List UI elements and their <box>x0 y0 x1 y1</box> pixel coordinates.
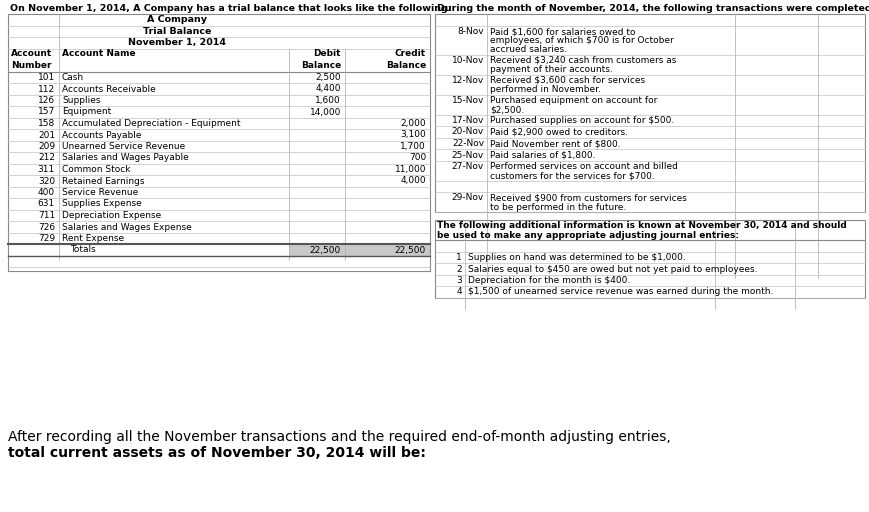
Text: 726: 726 <box>38 223 55 231</box>
Text: 400: 400 <box>38 188 55 197</box>
Text: Equipment: Equipment <box>62 108 111 117</box>
Text: Paid November rent of $800.: Paid November rent of $800. <box>489 139 620 148</box>
Text: 3,100: 3,100 <box>400 131 426 139</box>
Text: 27-Nov: 27-Nov <box>451 162 483 171</box>
Text: Accounts Receivable: Accounts Receivable <box>62 84 156 94</box>
Text: 209: 209 <box>38 142 55 151</box>
Text: Credit: Credit <box>395 50 426 58</box>
Text: 711: 711 <box>37 211 55 220</box>
Text: Supplies: Supplies <box>62 96 101 105</box>
Text: 201: 201 <box>38 131 55 139</box>
Text: Unearned Service Revenue: Unearned Service Revenue <box>62 142 185 151</box>
Text: 20-Nov: 20-Nov <box>451 127 483 137</box>
Text: On November 1, 2014, A Company has a trial balance that looks like the following: On November 1, 2014, A Company has a tri… <box>10 4 451 13</box>
Text: Performed services on account and billed: Performed services on account and billed <box>489 162 677 171</box>
Text: 29-Nov: 29-Nov <box>451 194 483 203</box>
Text: 14,000: 14,000 <box>309 108 341 117</box>
Text: Supplies on hand was determined to be $1,000.: Supplies on hand was determined to be $1… <box>468 253 685 262</box>
Text: 311: 311 <box>37 165 55 174</box>
Text: Accounts Payable: Accounts Payable <box>62 131 142 139</box>
Text: 25-Nov: 25-Nov <box>451 151 483 160</box>
Text: accrued salaries.: accrued salaries. <box>489 45 567 54</box>
Text: customers for the services for $700.: customers for the services for $700. <box>489 171 654 180</box>
Text: Received $900 from customers for services: Received $900 from customers for service… <box>489 194 687 203</box>
Text: The following additional information is known at November 30, 2014 and should: The following additional information is … <box>436 222 846 230</box>
Text: 4,400: 4,400 <box>315 84 341 94</box>
Text: Balance: Balance <box>385 61 426 70</box>
Text: Cash: Cash <box>62 73 84 82</box>
Text: 729: 729 <box>38 234 55 243</box>
Text: 101: 101 <box>37 73 55 82</box>
Text: 4: 4 <box>456 288 461 296</box>
Text: 8-Nov: 8-Nov <box>457 27 483 36</box>
Text: Service Revenue: Service Revenue <box>62 188 138 197</box>
Text: Depreciation Expense: Depreciation Expense <box>62 211 161 220</box>
Text: performed in November.: performed in November. <box>489 85 600 94</box>
Text: Number: Number <box>11 61 51 70</box>
Text: 157: 157 <box>37 108 55 117</box>
Text: 4,000: 4,000 <box>400 177 426 185</box>
Text: Rent Expense: Rent Expense <box>62 234 124 243</box>
Text: be used to make any appropriate adjusting journal entries:: be used to make any appropriate adjustin… <box>436 230 738 240</box>
Text: Salaries equal to $450 are owed but not yet paid to employees.: Salaries equal to $450 are owed but not … <box>468 265 757 273</box>
Text: Supplies Expense: Supplies Expense <box>62 200 142 208</box>
Text: Retained Earnings: Retained Earnings <box>62 177 144 185</box>
Text: $2,500.: $2,500. <box>489 105 524 114</box>
Text: After recording all the November transactions and the required end-of-month adju: After recording all the November transac… <box>8 430 670 444</box>
Text: 17-Nov: 17-Nov <box>451 116 483 125</box>
Text: 158: 158 <box>37 119 55 128</box>
Text: 320: 320 <box>38 177 55 185</box>
Text: 2,000: 2,000 <box>400 119 426 128</box>
Text: 11,000: 11,000 <box>394 165 426 174</box>
Text: Salaries and Wages Expense: Salaries and Wages Expense <box>62 223 191 231</box>
Text: Common Stock: Common Stock <box>62 165 130 174</box>
Text: Accumulated Depreciation - Equipment: Accumulated Depreciation - Equipment <box>62 119 240 128</box>
Text: Depreciation for the month is $400.: Depreciation for the month is $400. <box>468 276 629 285</box>
Text: total current assets as of November 30, 2014 will be:: total current assets as of November 30, … <box>8 446 426 460</box>
Text: November 1, 2014: November 1, 2014 <box>128 38 226 47</box>
Text: 700: 700 <box>408 154 426 162</box>
Text: Totals: Totals <box>70 245 96 254</box>
Bar <box>345 244 429 255</box>
Text: Account Name: Account Name <box>62 50 136 58</box>
Text: employees, of which $700 is for October: employees, of which $700 is for October <box>489 36 673 45</box>
Text: 1,700: 1,700 <box>400 142 426 151</box>
Text: Trial Balance: Trial Balance <box>143 27 211 35</box>
Bar <box>289 244 345 255</box>
Text: Salaries and Wages Payable: Salaries and Wages Payable <box>62 154 189 162</box>
Text: 3: 3 <box>455 276 461 285</box>
Text: 22,500: 22,500 <box>309 245 341 254</box>
Text: 22-Nov: 22-Nov <box>451 139 483 148</box>
Text: payment of their accounts.: payment of their accounts. <box>489 65 612 74</box>
Text: 22,500: 22,500 <box>395 245 426 254</box>
Text: $1,500 of unearned service revenue was earned during the month.: $1,500 of unearned service revenue was e… <box>468 288 773 296</box>
Text: A Company: A Company <box>147 15 207 24</box>
Text: Purchased supplies on account for $500.: Purchased supplies on account for $500. <box>489 116 673 125</box>
Text: 126: 126 <box>38 96 55 105</box>
Text: 112: 112 <box>38 84 55 94</box>
Text: 212: 212 <box>38 154 55 162</box>
Bar <box>434 220 864 297</box>
Text: 1: 1 <box>455 253 461 262</box>
Text: 10-Nov: 10-Nov <box>451 56 483 65</box>
Text: Paid $2,900 owed to creditors.: Paid $2,900 owed to creditors. <box>489 127 627 137</box>
Text: 15-Nov: 15-Nov <box>451 96 483 105</box>
Text: 2: 2 <box>456 265 461 273</box>
Text: Paid salaries of $1,800.: Paid salaries of $1,800. <box>489 151 594 160</box>
Text: Debit: Debit <box>313 50 341 58</box>
Text: Account: Account <box>11 50 52 58</box>
Text: Received $3,240 cash from customers as: Received $3,240 cash from customers as <box>489 56 675 65</box>
Text: 1,600: 1,600 <box>315 96 341 105</box>
Text: 12-Nov: 12-Nov <box>451 76 483 85</box>
Text: 2,500: 2,500 <box>315 73 341 82</box>
Text: to be performed in the future.: to be performed in the future. <box>489 203 626 211</box>
Text: 631: 631 <box>37 200 55 208</box>
Text: Paid $1,600 for salaries owed to: Paid $1,600 for salaries owed to <box>489 27 634 36</box>
Text: Purchased equipment on account for: Purchased equipment on account for <box>489 96 657 105</box>
Text: Received $3,600 cash for services: Received $3,600 cash for services <box>489 76 645 85</box>
Bar <box>434 14 864 212</box>
Text: Balance: Balance <box>301 61 341 70</box>
Bar <box>8 14 429 271</box>
Text: During the month of November, 2014, the following transactions were completed:: During the month of November, 2014, the … <box>436 4 869 13</box>
